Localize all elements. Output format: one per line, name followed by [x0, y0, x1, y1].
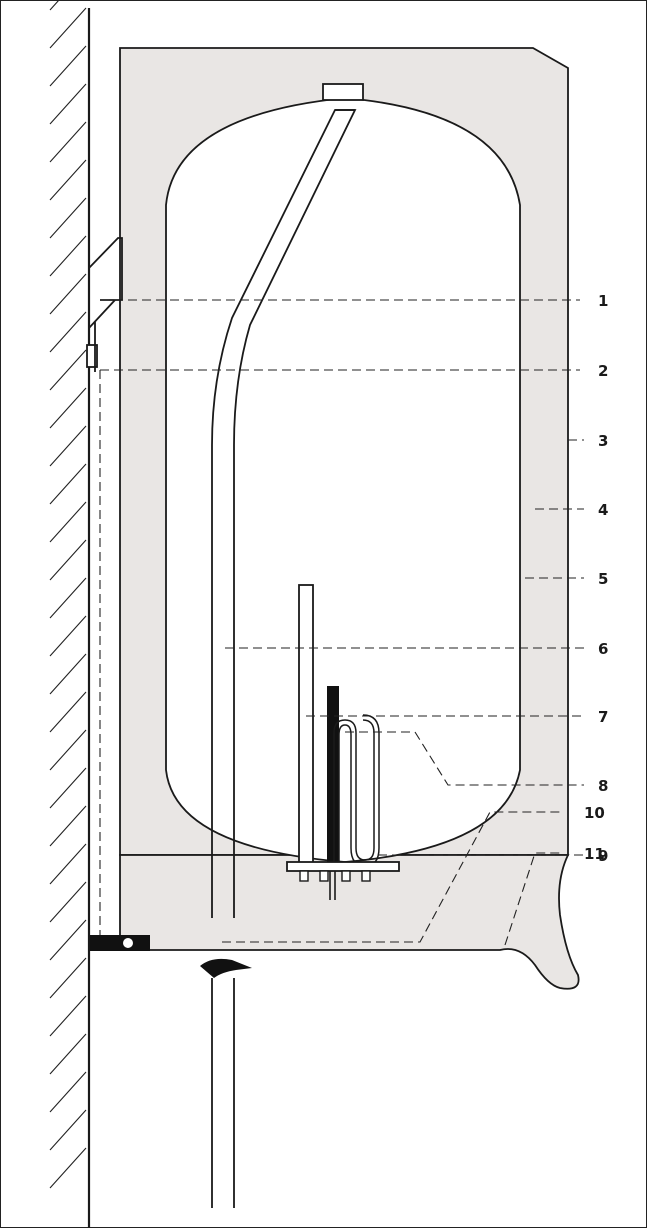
hatch-line	[49, 349, 87, 391]
top-fitting	[322, 83, 364, 101]
wall-hatching	[49, 0, 87, 1189]
callout-8: 8	[598, 777, 608, 795]
hatch-line	[49, 881, 87, 923]
hatch-line	[49, 501, 87, 543]
flange-plate	[286, 861, 400, 900]
hatch-line	[49, 121, 87, 163]
inner-tank	[165, 97, 521, 863]
hatch-line	[49, 577, 87, 619]
cold-water-pipe	[211, 109, 357, 918]
hatch-line	[49, 1033, 87, 1075]
hatch-line	[49, 539, 87, 581]
callout-10: 10	[584, 804, 605, 822]
hatch-line	[49, 767, 87, 809]
hatch-line	[49, 1147, 87, 1189]
hatch-line	[49, 311, 87, 353]
callout-labels: 1 2 3 4 5 6 7 8 9 10 11	[584, 292, 608, 865]
callout-1: 1	[598, 292, 608, 310]
hatch-line	[49, 273, 87, 315]
hatch-line	[49, 843, 87, 885]
hatch-line	[49, 83, 87, 125]
callout-9: 9	[598, 847, 608, 865]
hatch-line	[49, 919, 87, 961]
leader-2	[99, 369, 580, 935]
hatch-line	[49, 805, 87, 847]
hatch-line	[49, 691, 87, 733]
hatch-line	[49, 0, 60, 11]
leader-8	[345, 731, 584, 786]
hatch-line	[49, 7, 87, 49]
hatch-line	[49, 615, 87, 657]
callout-5: 5	[598, 570, 608, 588]
anode-rod	[327, 686, 339, 864]
leader-10b	[504, 852, 560, 946]
hatch-line	[49, 425, 87, 467]
hatch-line	[49, 729, 87, 771]
thermostat-sheath	[298, 584, 314, 864]
pipe-deflector	[200, 958, 252, 978]
leader-lines	[99, 299, 584, 946]
hatch-line	[49, 197, 87, 239]
hatch-line	[49, 235, 87, 277]
callout-2: 2	[598, 362, 608, 380]
callout-6: 6	[598, 640, 608, 658]
bottom-clamp	[90, 935, 150, 951]
hatch-line	[49, 159, 87, 201]
leader-10	[222, 811, 560, 943]
pipe-outlet-mask	[212, 978, 234, 1208]
wall-bracket	[86, 237, 123, 372]
hatch-line	[49, 1071, 87, 1113]
hatch-line	[49, 45, 87, 87]
callout-7: 7	[598, 708, 608, 726]
hatch-line	[49, 1109, 87, 1151]
hatch-line	[49, 387, 87, 429]
hatch-line	[49, 653, 87, 695]
hatch-line	[49, 463, 87, 505]
callout-4: 4	[598, 501, 608, 519]
callout-3: 3	[598, 432, 608, 450]
hatch-line	[49, 957, 87, 999]
hatch-line	[49, 995, 87, 1037]
callout-11: 11	[584, 845, 605, 863]
